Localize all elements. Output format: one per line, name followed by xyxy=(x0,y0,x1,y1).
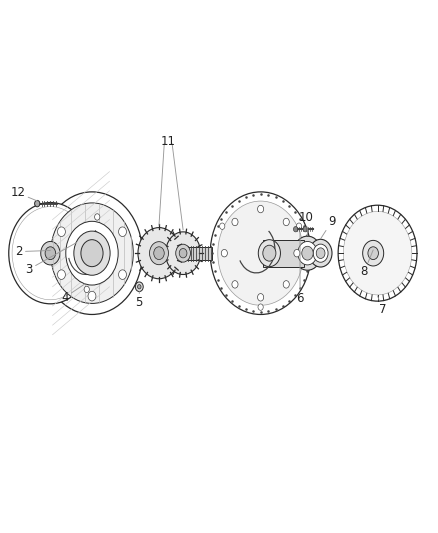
Circle shape xyxy=(81,240,103,266)
Text: 9: 9 xyxy=(321,215,336,239)
Circle shape xyxy=(368,247,378,260)
Circle shape xyxy=(316,248,325,259)
Text: 7: 7 xyxy=(378,296,386,316)
Circle shape xyxy=(154,247,164,260)
Circle shape xyxy=(95,214,100,220)
Circle shape xyxy=(138,228,180,279)
Circle shape xyxy=(57,227,65,237)
Text: 2: 2 xyxy=(15,245,50,258)
Circle shape xyxy=(302,246,313,260)
Circle shape xyxy=(258,240,280,266)
Circle shape xyxy=(258,205,264,213)
Circle shape xyxy=(218,201,304,305)
Circle shape xyxy=(119,270,127,279)
Circle shape xyxy=(232,218,238,225)
Circle shape xyxy=(166,232,201,274)
Circle shape xyxy=(119,227,127,237)
Circle shape xyxy=(9,203,92,304)
Bar xyxy=(263,240,304,266)
Circle shape xyxy=(298,241,317,265)
Text: 11: 11 xyxy=(161,135,176,148)
Text: 8: 8 xyxy=(360,250,373,278)
Text: 4: 4 xyxy=(61,284,85,304)
Circle shape xyxy=(283,281,290,288)
Circle shape xyxy=(84,286,89,293)
Circle shape xyxy=(135,282,143,292)
Bar xyxy=(183,247,212,260)
Circle shape xyxy=(74,231,110,275)
Circle shape xyxy=(297,223,302,229)
Circle shape xyxy=(138,285,141,289)
Circle shape xyxy=(210,192,311,314)
Circle shape xyxy=(219,223,225,229)
Text: 3: 3 xyxy=(25,243,77,276)
Circle shape xyxy=(258,294,264,301)
Circle shape xyxy=(221,249,227,257)
Circle shape xyxy=(293,227,298,232)
Text: 10: 10 xyxy=(299,211,314,236)
Circle shape xyxy=(88,291,96,301)
Text: 12: 12 xyxy=(11,187,37,201)
Circle shape xyxy=(293,236,321,270)
Circle shape xyxy=(149,241,169,265)
Circle shape xyxy=(179,248,187,258)
Circle shape xyxy=(232,281,238,288)
Text: 6: 6 xyxy=(296,232,304,305)
Circle shape xyxy=(42,192,142,314)
Circle shape xyxy=(45,247,56,260)
Circle shape xyxy=(176,244,191,262)
Circle shape xyxy=(303,227,307,232)
Circle shape xyxy=(343,212,412,295)
Circle shape xyxy=(313,244,328,262)
Circle shape xyxy=(41,241,60,265)
Circle shape xyxy=(309,239,332,267)
Circle shape xyxy=(66,221,118,285)
Circle shape xyxy=(363,240,384,266)
Circle shape xyxy=(263,245,276,261)
Circle shape xyxy=(35,200,40,207)
Circle shape xyxy=(338,205,417,301)
Circle shape xyxy=(258,304,263,310)
Text: 5: 5 xyxy=(136,292,143,309)
Circle shape xyxy=(51,203,133,303)
Circle shape xyxy=(294,249,300,257)
Circle shape xyxy=(57,270,65,279)
Circle shape xyxy=(283,218,290,225)
